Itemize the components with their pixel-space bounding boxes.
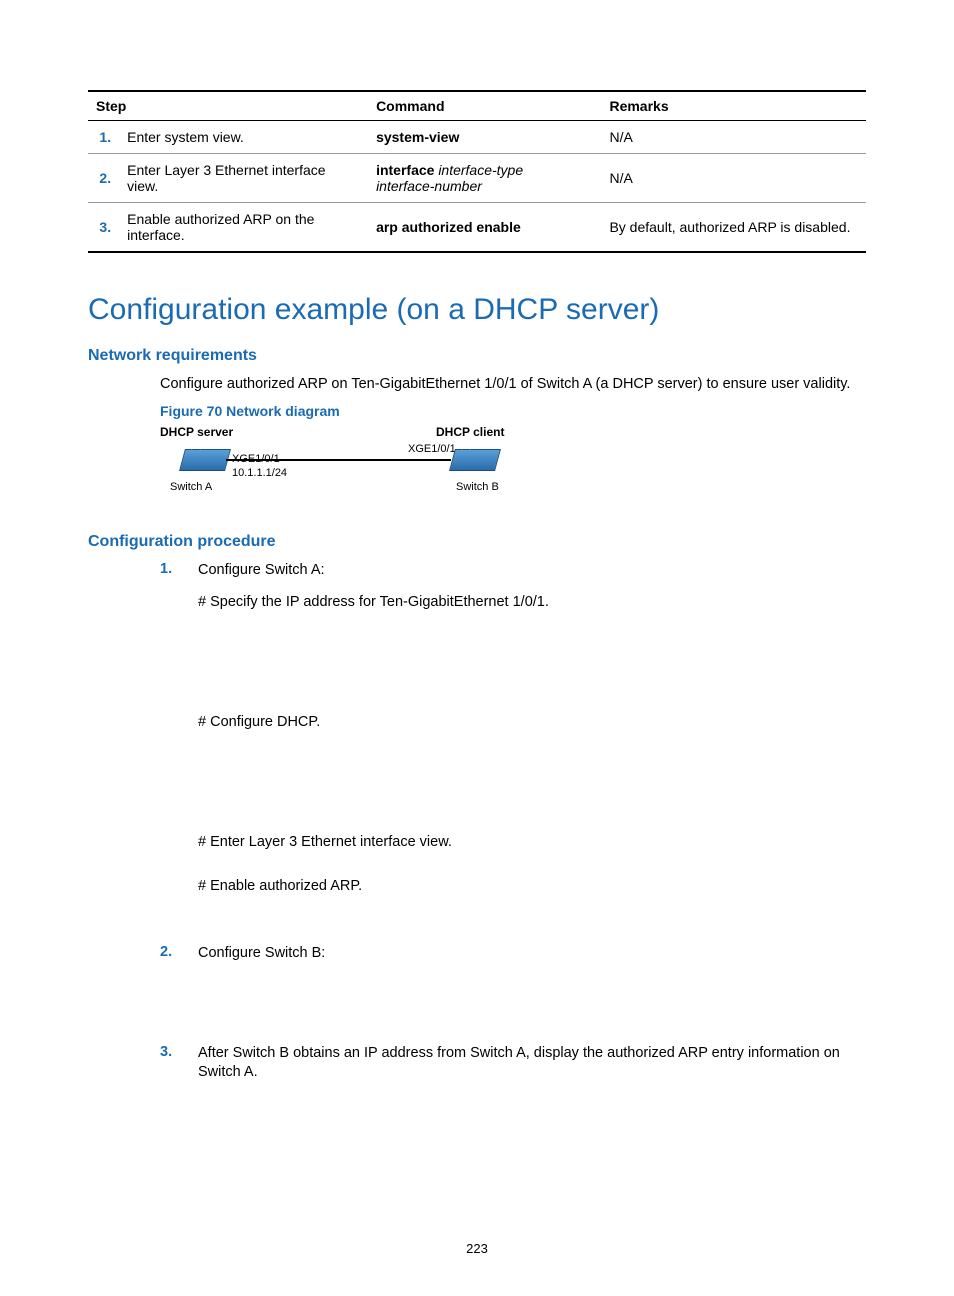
- step-number: 1.: [160, 561, 192, 581]
- step-text: Configure Switch B:: [198, 944, 866, 964]
- step-number: 2.: [160, 944, 192, 964]
- step-number: 2.: [88, 154, 119, 203]
- procedure-list: 2. Configure Switch B:: [160, 944, 866, 964]
- step-command: interface interface-type interface-numbe…: [368, 154, 601, 203]
- table-row: 1. Enter system view. system-view N/A: [88, 121, 866, 154]
- switch-icon: ⇄⇄: [182, 445, 226, 471]
- port-label: XGE1/0/1: [408, 443, 456, 455]
- sub-step: # Enter Layer 3 Ethernet interface view.: [198, 834, 866, 850]
- step-text: Configure Switch A:: [198, 561, 866, 581]
- step-remarks: N/A: [601, 154, 866, 203]
- switch-a-label: Switch A: [170, 481, 212, 493]
- procedure-list: 1. Configure Switch A:: [160, 561, 866, 581]
- table-header-remarks: Remarks: [601, 91, 866, 121]
- step-number: 3.: [160, 1044, 192, 1083]
- page: Step Command Remarks 1. Enter system vie…: [0, 0, 954, 1296]
- table-row: 2. Enter Layer 3 Ethernet interface view…: [88, 154, 866, 203]
- network-requirements-text: Configure authorized ARP on Ten-GigabitE…: [160, 375, 866, 395]
- step-number: 3.: [88, 203, 119, 253]
- table-header-command: Command: [368, 91, 601, 121]
- network-diagram: DHCP server ⇄⇄ XGE1/0/1 10.1.1.1/24 Swit…: [160, 425, 580, 515]
- sub-step: # Configure DHCP.: [198, 714, 866, 730]
- procedure-step: 1. Configure Switch A:: [160, 561, 866, 581]
- figure-caption: Figure 70 Network diagram: [160, 403, 866, 419]
- dhcp-server-label: DHCP server: [160, 425, 233, 439]
- steps-table: Step Command Remarks 1. Enter system vie…: [88, 90, 866, 253]
- step-desc: Enable authorized ARP on the interface.: [119, 203, 368, 253]
- sub-step: # Specify the IP address for Ten-Gigabit…: [198, 594, 866, 610]
- step-desc: Enter system view.: [119, 121, 368, 154]
- table-header-step: Step: [88, 91, 368, 121]
- procedure-list: 3. After Switch B obtains an IP address …: [160, 1044, 866, 1083]
- step-number: 1.: [88, 121, 119, 154]
- configuration-procedure-heading: Configuration procedure: [88, 533, 866, 551]
- sub-step: # Enable authorized ARP.: [198, 878, 866, 894]
- step-desc: Enter Layer 3 Ethernet interface view.: [119, 154, 368, 203]
- network-link: [226, 459, 451, 461]
- step-text: After Switch B obtains an IP address fro…: [198, 1044, 866, 1083]
- network-requirements-heading: Network requirements: [88, 347, 866, 365]
- table-row: 3. Enable authorized ARP on the interfac…: [88, 203, 866, 253]
- ip-label: 10.1.1.1/24: [232, 467, 287, 479]
- step-remarks: N/A: [601, 121, 866, 154]
- procedure-step: 2. Configure Switch B:: [160, 944, 866, 964]
- section-title: Configuration example (on a DHCP server): [88, 293, 866, 327]
- step-command: system-view: [368, 121, 601, 154]
- page-number: 223: [0, 1241, 954, 1256]
- step-remarks: By default, authorized ARP is disabled.: [601, 203, 866, 253]
- switch-b-label: Switch B: [456, 481, 499, 493]
- step-command: arp authorized enable: [368, 203, 601, 253]
- procedure-step: 3. After Switch B obtains an IP address …: [160, 1044, 866, 1083]
- dhcp-client-label: DHCP client: [436, 425, 504, 439]
- switch-icon: ⇄⇄: [452, 445, 496, 471]
